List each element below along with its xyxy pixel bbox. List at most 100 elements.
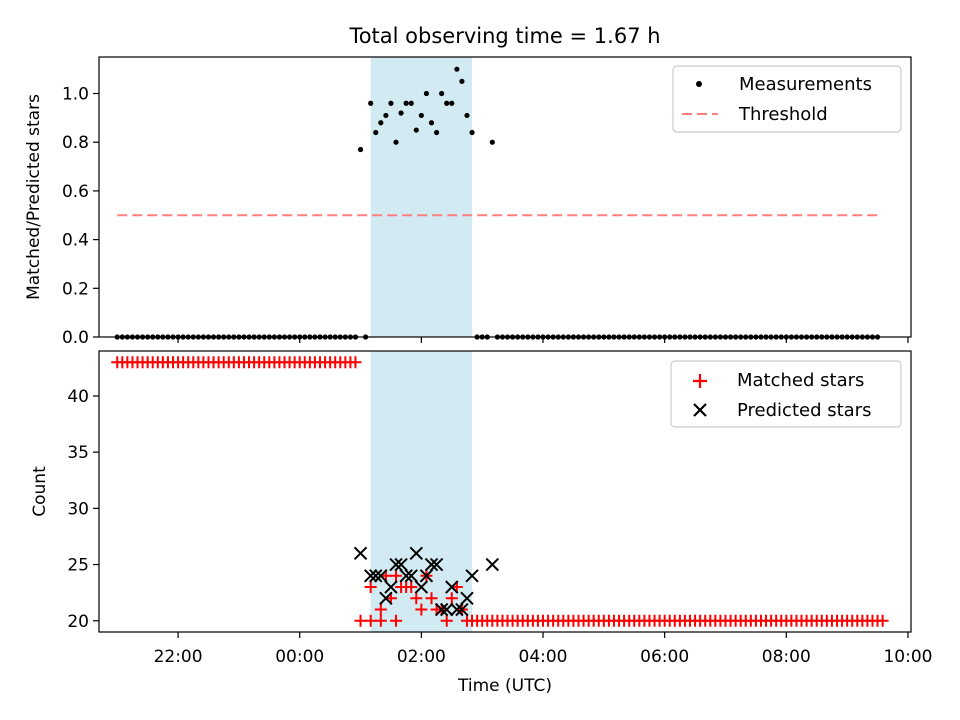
- y-tick-label: 35: [67, 443, 89, 463]
- bottom-chart-panel: 20 25 30 35 40 22:00 00:00 02:00 04:00 06:00 08:0…: [30, 350, 932, 696]
- predicted-star-point: [414, 580, 429, 594]
- x-tick-label: 00:00: [275, 647, 324, 667]
- predicted-star-point: [399, 569, 413, 583]
- measurement-point: [408, 100, 414, 106]
- measurement-point: [398, 110, 404, 116]
- y-tick-label: 0.4: [62, 231, 89, 251]
- bottom-x-ticks: 22:00 00:00 02:00 04:00 06:00 08:00 10:00: [154, 632, 932, 667]
- predicted-star-point: [450, 602, 464, 617]
- measurement-point: [418, 112, 424, 119]
- measurement-point: [383, 112, 389, 119]
- predicted-star-point: [460, 591, 474, 605]
- top-y-ticks: 0.0 0.2 0.4 0.6 0.8 1.0: [62, 85, 99, 348]
- y-tick-label: 40: [67, 387, 89, 407]
- x-tick-label: 02:00: [397, 647, 446, 667]
- matched-star-point: [390, 569, 403, 582]
- predicted-star-point: [363, 569, 378, 583]
- measurement-point: [373, 129, 379, 136]
- y-tick-label: 0.8: [62, 133, 89, 153]
- predicted-star-point: [379, 591, 393, 605]
- predicted-star-point: [465, 569, 479, 583]
- matched-star-point: [466, 614, 479, 627]
- matched-star-point: [390, 614, 403, 627]
- legend-measurements-marker: [696, 81, 702, 87]
- y-tick-label: 20: [67, 612, 89, 632]
- measurement-point: [428, 120, 435, 126]
- legend-predicted-marker: [693, 403, 707, 417]
- top-axes-frame: [98, 56, 912, 338]
- y-tick-label: 0.2: [62, 279, 89, 299]
- predicted-star-point: [404, 569, 418, 583]
- top-highlight-span: [370, 57, 473, 337]
- bottom-legend: Matched stars Predicted stars: [670, 360, 902, 428]
- top-chart-title: Total observing time = 1.67 h: [348, 24, 660, 48]
- measurement-point: [433, 129, 440, 136]
- matched-star-point: [364, 581, 377, 594]
- measurement-point: [439, 90, 445, 97]
- matched-stars-points: [111, 356, 889, 627]
- predicted-star-point: [429, 557, 444, 572]
- x-tick-label: 22:00: [154, 647, 203, 667]
- y-tick-label: 0.0: [62, 328, 89, 348]
- measurement-point: [378, 120, 384, 126]
- measurement-point: [444, 100, 450, 106]
- legend-matched-marker: [693, 374, 707, 388]
- measurement-point: [413, 127, 419, 133]
- matched-star-point: [415, 603, 428, 616]
- predicted-star-point: [440, 602, 454, 617]
- predicted-star-point: [374, 569, 388, 583]
- predicted-star-point: [419, 569, 434, 583]
- matched-star-point: [354, 614, 367, 627]
- measurement-point: [368, 100, 374, 106]
- predicted-star-point: [424, 557, 439, 572]
- predicted-star-point: [485, 557, 500, 572]
- matched-star-point: [876, 614, 889, 627]
- bottom-y-axis-label: Count: [30, 466, 50, 517]
- measurement-point: [403, 100, 409, 106]
- predicted-star-point: [389, 557, 403, 572]
- predicted-star-point: [445, 580, 459, 594]
- measurement-point: [423, 90, 430, 97]
- matched-star-point: [425, 592, 438, 605]
- measurement-point: [464, 112, 470, 119]
- x-tick-label: 06:00: [640, 647, 689, 667]
- bottom-axes-frame: [98, 350, 912, 633]
- legend-predicted-label: Predicted stars: [737, 400, 871, 421]
- x-tick-label: 04:00: [519, 647, 568, 667]
- predicted-star-point: [409, 546, 424, 561]
- measurement-point: [459, 78, 465, 84]
- matched-star-point: [364, 614, 377, 627]
- predicted-star-point: [353, 546, 368, 561]
- legend-threshold-label: Threshold: [738, 104, 828, 125]
- measurement-point: [454, 66, 460, 72]
- measurement-point: [357, 146, 364, 153]
- matched-star-point: [445, 592, 458, 605]
- y-tick-label: 25: [67, 556, 89, 576]
- matched-star-point: [440, 614, 453, 627]
- top-legend: Measurements Threshold: [672, 65, 902, 133]
- y-tick-label: 30: [67, 499, 89, 519]
- matched-star-point: [374, 614, 387, 627]
- legend-measurements-label: Measurements: [739, 74, 872, 95]
- matched-star-point: [410, 592, 423, 605]
- x-axis-label: Time (UTC): [457, 676, 552, 696]
- predicted-star-point: [394, 557, 408, 572]
- x-tick-label: 08:00: [762, 647, 811, 667]
- predicted-star-point: [434, 602, 449, 617]
- bottom-highlight-span: [370, 351, 473, 632]
- matched-star-point: [405, 581, 418, 594]
- y-tick-label: 1.0: [62, 85, 89, 105]
- measurement-point: [489, 139, 495, 145]
- predicted-star-point: [384, 580, 398, 594]
- matched-star-point: [349, 356, 362, 369]
- measurement-point: [469, 129, 475, 136]
- predicted-stars-points: [353, 546, 500, 617]
- bottom-y-ticks: 20 25 30 35 40: [67, 387, 99, 632]
- top-chart-panel: 0.0 0.2 0.4 0.6 0.8 1.0 Matched/Predicted sta…: [24, 56, 912, 348]
- top-y-axis-label: Matched/Predicted stars: [24, 94, 44, 300]
- matched-star-point: [374, 603, 387, 616]
- x-tick-label: 10:00: [883, 647, 932, 667]
- y-tick-label: 0.6: [62, 182, 89, 202]
- measurement-point: [393, 139, 399, 145]
